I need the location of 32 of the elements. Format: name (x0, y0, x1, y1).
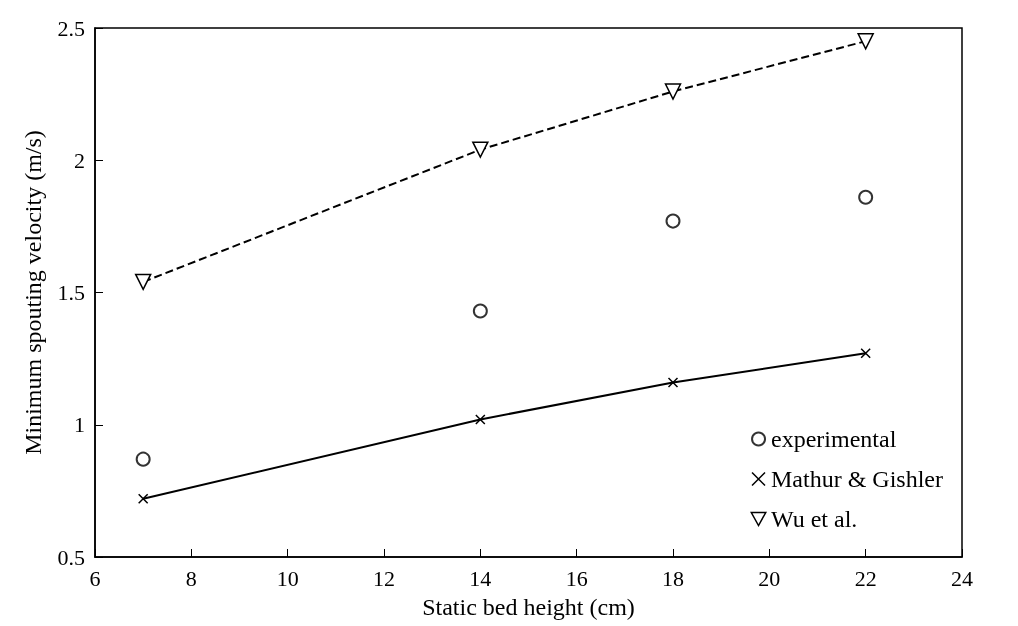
y-tick-label: 1.5 (57, 280, 85, 305)
point (472, 303, 488, 319)
point (665, 213, 681, 229)
point (667, 377, 679, 388)
point (475, 414, 486, 425)
x-tick-label: 16 (565, 565, 588, 591)
x-tick-label: 12 (373, 565, 395, 591)
point (664, 83, 682, 100)
point (134, 273, 152, 291)
x-tick-label: 6 (89, 565, 101, 591)
x-tick-label: 8 (185, 565, 197, 591)
y-axis-title: Minimum spouting velocity (m/s) (20, 130, 46, 455)
y-tick-label: 1 (74, 412, 85, 438)
y-tick-label: 2 (74, 147, 85, 173)
point (858, 189, 874, 205)
x-tick-label: 14 (469, 565, 492, 591)
legend-label: Mathur & Gishler (771, 466, 944, 492)
x-tick-label: 18 (662, 565, 684, 591)
legend-label: Wu et al. (771, 506, 858, 532)
x-tick-label: 24 (951, 565, 973, 591)
x-tick-label: 10 (276, 565, 299, 591)
legend-label: experimental (771, 426, 897, 452)
y-tick-label: 2.5 (57, 15, 85, 41)
x-axis-title: Static bed height (cm) (422, 594, 635, 620)
x-tick-label: 20 (758, 565, 781, 591)
point (857, 32, 874, 50)
point (860, 348, 871, 359)
point (472, 141, 489, 158)
y-tick-label: 0.5 (57, 544, 85, 570)
point (135, 451, 151, 467)
x-tick-label: 22 (854, 565, 877, 591)
point (137, 493, 149, 505)
